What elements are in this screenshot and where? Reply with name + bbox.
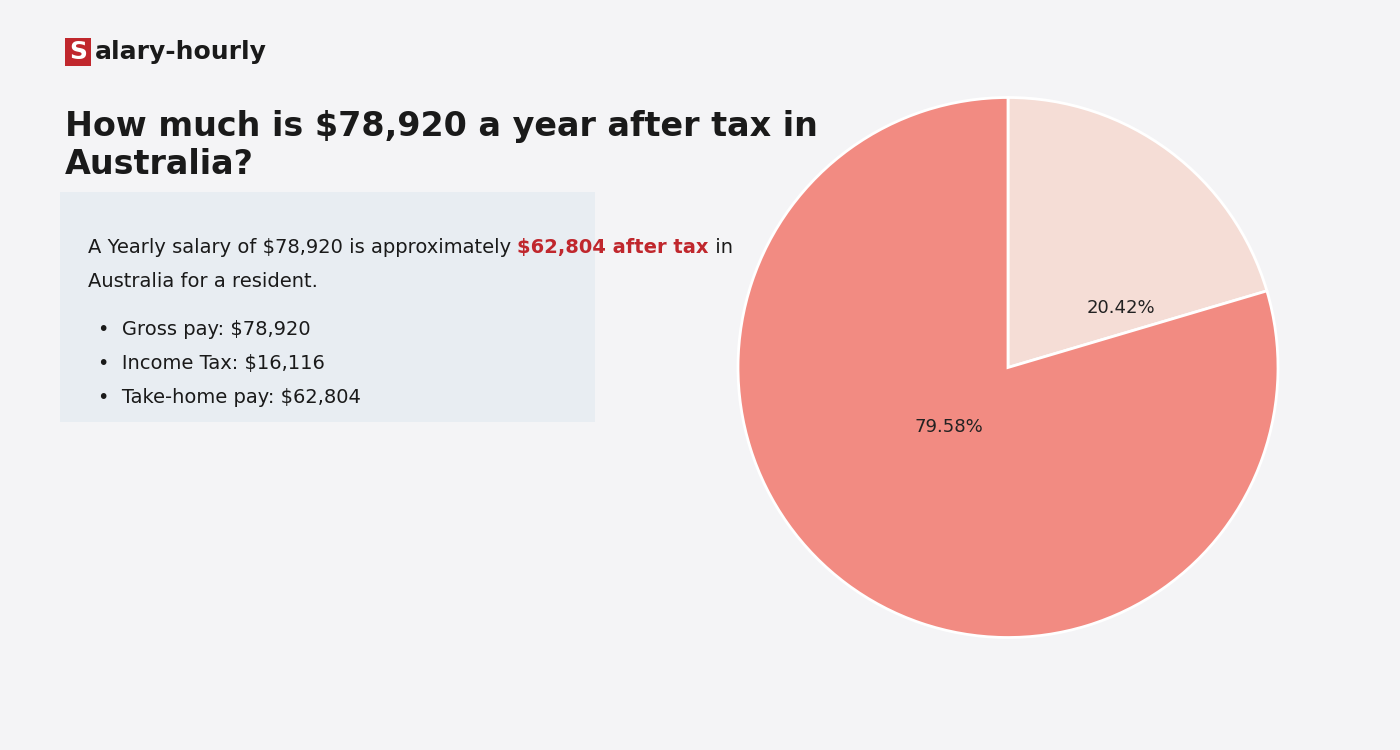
Text: Australia for a resident.: Australia for a resident.	[88, 272, 318, 291]
Wedge shape	[1008, 98, 1267, 368]
FancyBboxPatch shape	[64, 38, 91, 66]
Text: How much is $78,920 a year after tax in: How much is $78,920 a year after tax in	[64, 110, 818, 143]
Wedge shape	[738, 98, 1278, 638]
Text: S: S	[69, 40, 87, 64]
Text: Australia?: Australia?	[64, 148, 253, 181]
Legend: Income Tax, Take-home Pay: Income Tax, Take-home Pay	[840, 0, 1176, 2]
Text: •  Take-home pay: $62,804: • Take-home pay: $62,804	[98, 388, 361, 407]
Text: 20.42%: 20.42%	[1086, 299, 1156, 317]
Text: A Yearly salary of $78,920 is approximately: A Yearly salary of $78,920 is approximat…	[88, 238, 518, 257]
Text: alary-hourly: alary-hourly	[95, 40, 267, 64]
FancyBboxPatch shape	[60, 192, 595, 422]
Text: $62,804 after tax: $62,804 after tax	[518, 238, 708, 257]
Text: •  Income Tax: $16,116: • Income Tax: $16,116	[98, 354, 325, 373]
Text: in: in	[708, 238, 732, 257]
Text: •  Gross pay: $78,920: • Gross pay: $78,920	[98, 320, 311, 339]
Text: 79.58%: 79.58%	[914, 418, 983, 436]
